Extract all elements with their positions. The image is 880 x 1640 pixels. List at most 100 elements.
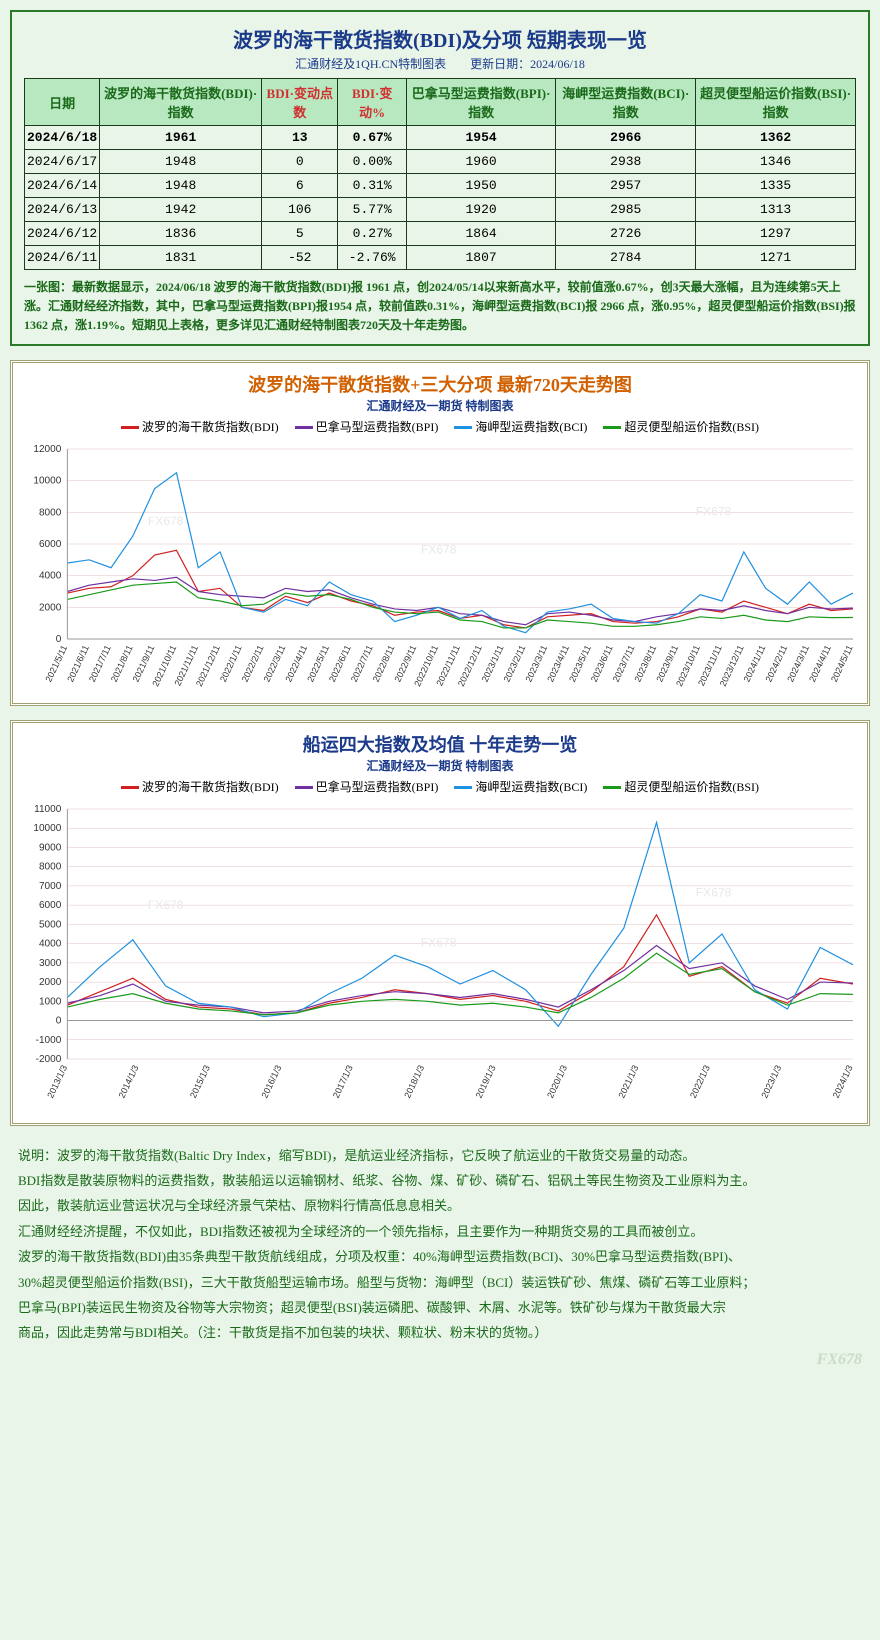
table-subtitle: 汇通财经及1QH.CN特制图表 更新日期：2024/06/18 xyxy=(24,55,856,72)
svg-text:2019/1/3: 2019/1/3 xyxy=(474,1063,498,1099)
table-cell: 2985 xyxy=(556,198,696,222)
chart10y-subtitle: 汇通财经及一期货 特制图表 xyxy=(17,757,863,774)
table-row: 2024/6/181961130.67%195429661362 xyxy=(25,126,856,150)
svg-text:2023/1/3: 2023/1/3 xyxy=(759,1063,783,1099)
legend-item: 波罗的海干散货指数(BDI) xyxy=(121,420,279,434)
table-cell: 1271 xyxy=(696,246,856,270)
table-cell: 1954 xyxy=(406,126,555,150)
svg-text:2000: 2000 xyxy=(39,602,62,613)
table-cell: 1831 xyxy=(100,246,262,270)
svg-text:10000: 10000 xyxy=(33,823,61,834)
svg-text:FX678: FX678 xyxy=(421,935,457,949)
table-cell: 2784 xyxy=(556,246,696,270)
svg-text:5000: 5000 xyxy=(39,919,62,930)
chart720-legend: 波罗的海干散货指数(BDI)巴拿马型运费指数(BPI)海岬型运费指数(BCI)超… xyxy=(17,418,863,435)
legend-swatch xyxy=(295,426,313,429)
table-row: 2024/6/12183650.27%186427261297 xyxy=(25,222,856,246)
svg-text:2018/1/3: 2018/1/3 xyxy=(402,1063,426,1099)
table-cell: 0.27% xyxy=(338,222,406,246)
table-cell: 1313 xyxy=(696,198,856,222)
table-row: 2024/6/1319421065.77%192029851313 xyxy=(25,198,856,222)
table-cell: 2024/6/13 xyxy=(25,198,100,222)
svg-text:2020/1/3: 2020/1/3 xyxy=(545,1063,569,1099)
table-cell: 1950 xyxy=(406,174,555,198)
legend-swatch xyxy=(454,786,472,789)
footer-line: 汇通财经经济提醒，不仅如此，BDI指数还被视为全球经济的一个领先指标，且主要作为… xyxy=(18,1220,862,1243)
svg-text:FX678: FX678 xyxy=(148,514,184,528)
svg-text:FX678: FX678 xyxy=(696,885,732,899)
table-cell: 0.00% xyxy=(338,150,406,174)
table-cell: 5 xyxy=(262,222,338,246)
footer-line: 波罗的海干散货指数(BDI)由35条典型干散货航线组成，分项及权重：40%海岬型… xyxy=(18,1245,862,1268)
chart720-area: FX678FX678FX6780200040006000800010000120… xyxy=(17,439,863,699)
svg-text:2000: 2000 xyxy=(39,977,62,988)
svg-text:2015/1/3: 2015/1/3 xyxy=(188,1063,212,1099)
svg-text:12000: 12000 xyxy=(33,444,61,455)
table-cell: 2966 xyxy=(556,126,696,150)
chart720-title: 波罗的海干散货指数+三大分项 最新720天走势图 xyxy=(17,371,863,397)
table-cell: 2024/6/11 xyxy=(25,246,100,270)
svg-text:6000: 6000 xyxy=(39,900,62,911)
col-header: 巴拿马型运费指数(BPI)·指数 xyxy=(406,79,555,126)
table-cell: 1864 xyxy=(406,222,555,246)
svg-text:2024/1/3: 2024/1/3 xyxy=(831,1063,855,1099)
table-cell: -52 xyxy=(262,246,338,270)
svg-text:FX678: FX678 xyxy=(421,542,457,556)
legend-item: 海岬型运费指数(BCI) xyxy=(454,780,587,794)
table-cell: 0 xyxy=(262,150,338,174)
table-cell: 13 xyxy=(262,126,338,150)
svg-text:4000: 4000 xyxy=(39,570,62,581)
legend-item: 巴拿马型运费指数(BPI) xyxy=(295,780,439,794)
chart10y-area: FX678FX678FX678-2000-1000010002000300040… xyxy=(17,799,863,1119)
col-header: BDI·变动点数 xyxy=(262,79,338,126)
svg-text:0: 0 xyxy=(56,1015,62,1026)
svg-text:2024/5/11: 2024/5/11 xyxy=(829,643,855,683)
col-header: 海岬型运费指数(BCI)·指数 xyxy=(556,79,696,126)
svg-text:8000: 8000 xyxy=(39,861,62,872)
table-cell: 2957 xyxy=(556,174,696,198)
footer-notes: 说明：波罗的海干散货指数(Baltic Dry Index，缩写BDI)，是航运… xyxy=(10,1140,870,1351)
legend-swatch xyxy=(454,426,472,429)
table-row: 2024/6/111831-52-2.76%180727841271 xyxy=(25,246,856,270)
table-cell: 5.77% xyxy=(338,198,406,222)
footer-line: 巴拿马(BPI)装运民生物资及谷物等大宗物资；超灵便型(BSI)装运磷肥、碳酸钾… xyxy=(18,1296,862,1319)
table-cell: 1346 xyxy=(696,150,856,174)
svg-text:7000: 7000 xyxy=(39,881,62,892)
svg-text:9000: 9000 xyxy=(39,842,62,853)
legend-swatch xyxy=(603,426,621,429)
svg-text:10000: 10000 xyxy=(33,475,61,486)
table-cell: 2024/6/14 xyxy=(25,174,100,198)
table-cell: 2024/6/12 xyxy=(25,222,100,246)
svg-text:11000: 11000 xyxy=(34,804,62,815)
svg-text:2014/1/3: 2014/1/3 xyxy=(117,1063,141,1099)
table-row: 2024/6/17194800.00%196029381346 xyxy=(25,150,856,174)
footer-line: 说明：波罗的海干散货指数(Baltic Dry Index，缩写BDI)，是航运… xyxy=(18,1144,862,1167)
table-cell: 0.67% xyxy=(338,126,406,150)
table-cell: 1807 xyxy=(406,246,555,270)
svg-text:2016/1/3: 2016/1/3 xyxy=(259,1063,283,1099)
legend-item: 海岬型运费指数(BCI) xyxy=(454,420,587,434)
legend-swatch xyxy=(121,786,139,789)
svg-text:8000: 8000 xyxy=(39,507,62,518)
chart10y-title: 船运四大指数及均值 十年走势一览 xyxy=(17,731,863,757)
legend-item: 波罗的海干散货指数(BDI) xyxy=(121,780,279,794)
svg-text:2021/1/3: 2021/1/3 xyxy=(617,1063,641,1099)
table-row: 2024/6/14194860.31%195029571335 xyxy=(25,174,856,198)
legend-swatch xyxy=(603,786,621,789)
table-cell: 2024/6/18 xyxy=(25,126,100,150)
svg-text:3000: 3000 xyxy=(39,957,62,968)
watermark-label: FX678 xyxy=(10,1351,870,1369)
table-cell: 0.31% xyxy=(338,174,406,198)
legend-item: 超灵便型船运价指数(BSI) xyxy=(603,420,759,434)
table-cell: 2938 xyxy=(556,150,696,174)
footer-line: BDI指数是散装原物料的运费指数，散装船运以运输钢材、纸浆、谷物、煤、矿砂、磷矿… xyxy=(18,1169,862,1192)
svg-text:2022/1/3: 2022/1/3 xyxy=(688,1063,712,1099)
bdi-table: 日期波罗的海干散货指数(BDI)·指数BDI·变动点数BDI·变动%巴拿马型运费… xyxy=(24,78,856,270)
svg-text:4000: 4000 xyxy=(39,938,62,949)
table-cell: 1948 xyxy=(100,150,262,174)
footer-line: 商品，因此走势常与BDI相关。（注：干散货是指不加包装的块状、颗粒状、粉末状的货… xyxy=(18,1321,862,1344)
table-cell: 1960 xyxy=(406,150,555,174)
col-header: 超灵便型船运价指数(BSI)·指数 xyxy=(696,79,856,126)
table-cell: 1920 xyxy=(406,198,555,222)
table-title: 波罗的海干散货指数(BDI)及分项 短期表现一览 xyxy=(24,24,856,53)
